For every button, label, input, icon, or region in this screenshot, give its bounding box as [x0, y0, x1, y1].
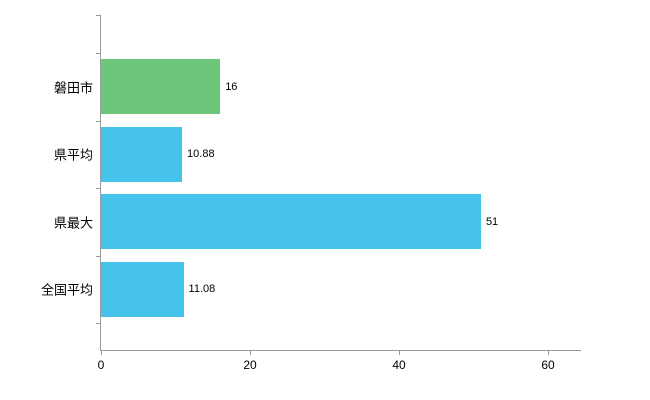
x-axis-tick	[548, 350, 549, 355]
x-axis-tick-label: 0	[97, 358, 105, 372]
category-label: 全国平均	[40, 282, 93, 298]
y-axis-tick	[96, 188, 101, 189]
x-axis-tick	[399, 350, 400, 355]
value-label: 10.88	[187, 148, 215, 161]
plot-area: 磐田市 16 県平均 10.88 県最大 51 全国平均 11.08 0 20 40 60	[41, 15, 581, 372]
x-axis-tick-label: 60	[541, 358, 555, 372]
y-axis-tick	[96, 53, 101, 54]
x-axis-tick	[101, 350, 102, 355]
chart-row: 県最大 51	[54, 188, 581, 256]
bar-rows: 磐田市 16 県平均 10.88 県最大 51 全国平均 11.08	[41, 15, 581, 350]
x-axis-tick	[250, 350, 251, 355]
value-label: 51	[485, 215, 499, 228]
chart-row: 磐田市 16	[54, 53, 581, 121]
bar	[101, 194, 481, 250]
category-label: 県平均	[53, 147, 93, 163]
y-axis-tick	[96, 120, 101, 122]
y-axis-tick	[96, 255, 101, 257]
bar	[101, 261, 184, 317]
chart-row: 県平均 10.88	[54, 121, 581, 189]
bar	[101, 126, 183, 182]
x-axis-tick-label: 20	[243, 358, 257, 372]
category-label: 磐田市	[53, 80, 93, 96]
value-label: 16	[225, 80, 238, 93]
y-axis-tick	[96, 323, 101, 324]
value-label: 11.08	[188, 283, 216, 296]
chart-row: 全国平均 11.08	[41, 256, 581, 324]
category-label: 県最大	[53, 215, 93, 231]
bar	[101, 59, 221, 115]
x-axis-tick-label: 40	[392, 358, 406, 372]
y-axis-tick	[96, 15, 101, 16]
